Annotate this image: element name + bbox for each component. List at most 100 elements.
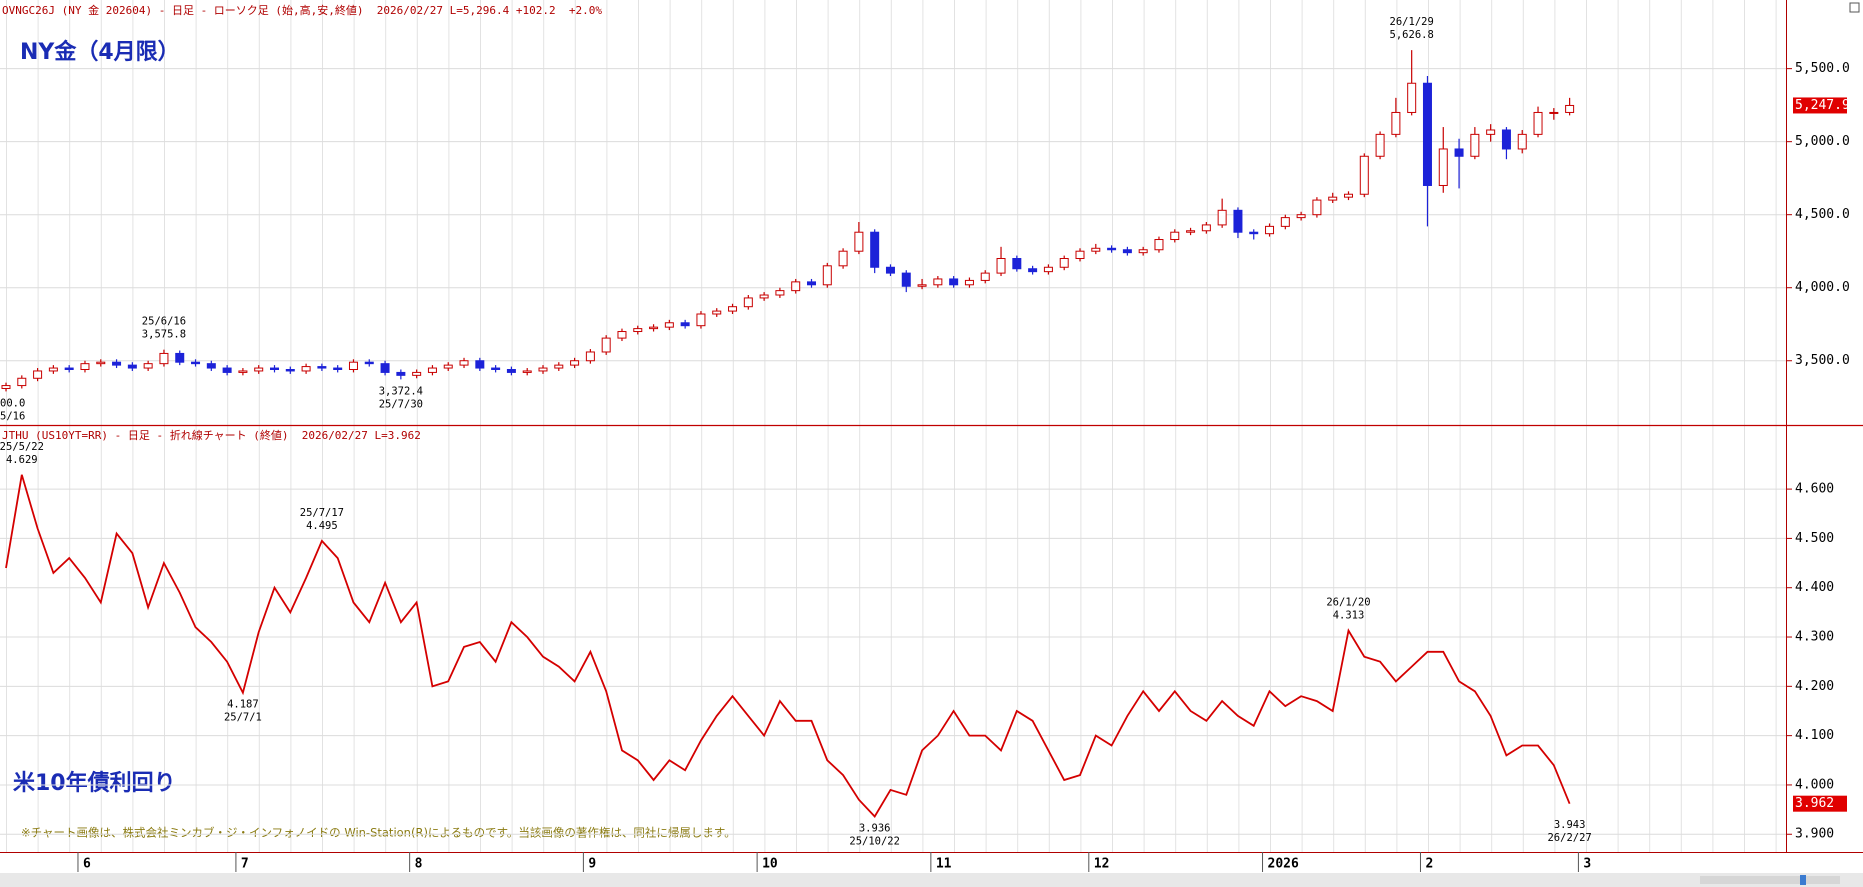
candle-body: [1075, 250, 1085, 260]
annotation: 26/2/27: [1547, 832, 1591, 844]
annotation: 26/1/20: [1326, 597, 1370, 609]
candle-body: [680, 322, 690, 327]
candle-body: [1486, 129, 1496, 135]
y-tick-label: 4.200: [1795, 679, 1834, 694]
y-tick-label: 5,500.0: [1795, 61, 1850, 76]
window-button[interactable]: [1849, 2, 1860, 13]
candle-body: [1375, 133, 1385, 157]
candle-body: [1328, 196, 1338, 201]
candle-body: [380, 363, 390, 373]
candle-body: [1265, 225, 1275, 235]
candle-body: [64, 367, 74, 371]
candle-body: [933, 278, 943, 286]
candle-body: [17, 377, 27, 387]
candle-body: [901, 272, 911, 287]
candle-body: [822, 265, 832, 286]
candle-body: [980, 272, 990, 281]
candle-body: [838, 250, 848, 267]
candle-body: [585, 351, 595, 362]
candle-body: [1359, 155, 1369, 195]
candle-body: [664, 322, 674, 328]
candle-body: [522, 370, 532, 373]
candle-body: [1533, 111, 1543, 135]
candle-body: [570, 360, 580, 366]
candle-body: [48, 367, 58, 372]
candle-body: [1201, 224, 1211, 232]
x-tick-label: 7: [241, 857, 249, 872]
y-tick-label: 3,500.0: [1795, 353, 1850, 368]
candle-body: [1501, 129, 1511, 150]
annotation: 25/7/17: [300, 507, 344, 519]
annotation: 25/7/1: [224, 712, 262, 724]
candle-body: [1391, 111, 1401, 135]
candle-body: [1043, 266, 1053, 273]
candle-body: [743, 297, 753, 308]
candle-body: [1059, 258, 1069, 268]
line-series: [5, 474, 1571, 818]
candle-body: [1170, 231, 1180, 241]
candle-body: [159, 352, 169, 365]
candle-body: [728, 306, 738, 312]
annotation: 25/10/22: [849, 835, 900, 847]
candle-body: [949, 278, 959, 286]
chart-header: OVNGC26J (NY 金 202604) - 日足 - ローソク足 (始,高…: [2, 3, 602, 17]
annotation: 3.936: [859, 822, 891, 834]
candle-body: [222, 367, 232, 373]
chart-title: NY金（4月限）: [20, 39, 180, 65]
chart-title: 米10年債利回り: [13, 770, 176, 796]
candle-body: [1517, 133, 1527, 150]
candle-body: [301, 366, 311, 372]
annotation: 4.187: [227, 699, 259, 711]
candle-body: [1154, 239, 1164, 251]
candle-body: [696, 313, 706, 327]
annotation: 25/5/22: [0, 441, 44, 453]
candle-body: [885, 266, 895, 274]
candle-body: [1186, 230, 1196, 233]
x-tick-label: 6: [83, 857, 91, 872]
candle-body: [459, 360, 469, 366]
annotation: 4.495: [306, 520, 338, 532]
y-tick-label: 4.500: [1795, 531, 1834, 546]
candle-body: [427, 367, 437, 373]
candle-body: [238, 370, 248, 373]
candle-body: [317, 366, 327, 369]
candle-body: [96, 361, 106, 365]
candle-body: [1454, 148, 1464, 157]
candle-body: [1549, 111, 1559, 114]
candle-body: [791, 281, 801, 292]
current-value-label: 5,247.9: [1795, 98, 1850, 113]
candle-body: [1, 385, 11, 389]
candle-body: [1438, 148, 1448, 186]
annotation: 26/1/29: [1390, 16, 1434, 28]
candle-body: [80, 363, 90, 371]
candle-body: [601, 337, 611, 353]
candle-body: [617, 331, 627, 339]
y-tick-label: 4.600: [1795, 482, 1834, 497]
footnote: ※チャート画像は、株式会社ミンカブ・ジ・インフォノイドの Win-Station…: [21, 826, 736, 840]
x-tick-label: 2: [1425, 857, 1433, 872]
candle-body: [1107, 247, 1117, 251]
candle-body: [348, 361, 358, 371]
candle-body: [1280, 217, 1290, 227]
scrollbar[interactable]: [1700, 876, 1840, 884]
candle-body: [1091, 247, 1101, 252]
candle-body: [443, 364, 453, 369]
candle-body: [1565, 104, 1575, 113]
annotation: 5/16: [0, 410, 25, 422]
candle-body: [1217, 209, 1227, 226]
chart-header: JTHU (US10YT=RR) - 日足 - 折れ線チャート (終値) 202…: [2, 428, 421, 442]
y-tick-label: 4.000: [1795, 777, 1834, 792]
candle-body: [649, 326, 659, 330]
candle-body: [127, 364, 137, 369]
x-tick-label: 12: [1094, 857, 1110, 872]
candle-body: [143, 363, 153, 369]
candle-body: [538, 367, 548, 372]
scroll-thumb[interactable]: [1800, 875, 1806, 885]
candle-body: [996, 258, 1006, 274]
x-tick-label: 2026: [1268, 857, 1299, 872]
candle-body: [759, 294, 769, 299]
candle-body: [712, 310, 722, 315]
annotation: 3.943: [1554, 819, 1586, 831]
status-bar: [0, 873, 1863, 887]
